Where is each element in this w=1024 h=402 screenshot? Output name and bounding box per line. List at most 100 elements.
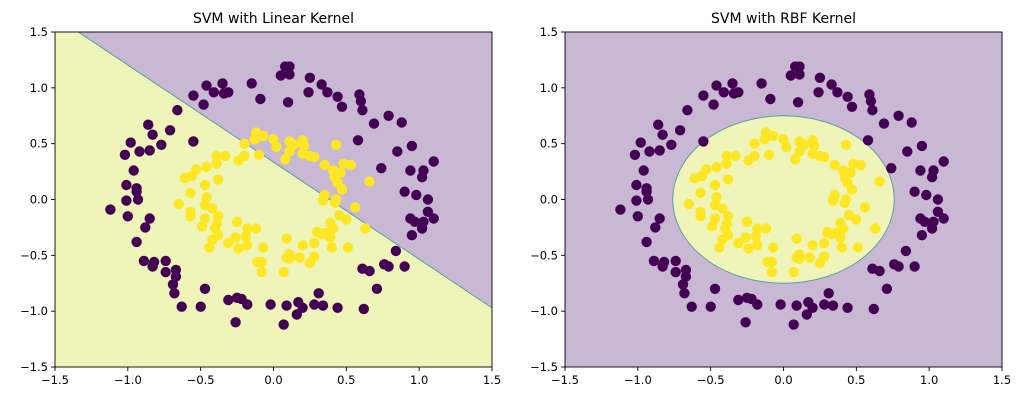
- point-class1: [837, 242, 847, 252]
- point-class0: [636, 137, 646, 147]
- y-tick-label: 0.0: [540, 193, 558, 207]
- point-class0: [279, 319, 289, 329]
- point-class1: [794, 254, 804, 264]
- point-class1: [335, 168, 345, 178]
- point-class0: [217, 78, 227, 88]
- point-class0: [168, 279, 178, 289]
- point-class0: [318, 300, 328, 310]
- point-class0: [292, 309, 302, 319]
- point-class1: [723, 174, 733, 184]
- point-class0: [165, 125, 175, 135]
- point-class0: [276, 70, 286, 80]
- point-class0: [372, 284, 382, 294]
- point-class0: [198, 99, 208, 109]
- point-class0: [687, 302, 697, 312]
- point-class0: [655, 213, 665, 223]
- point-class1: [239, 139, 249, 149]
- point-class0: [417, 172, 427, 182]
- point-class0: [405, 165, 415, 175]
- point-class0: [719, 87, 729, 97]
- point-class0: [927, 223, 937, 233]
- point-class1: [254, 150, 264, 160]
- point-class0: [196, 302, 206, 312]
- x-tick-label: 1.0: [410, 373, 428, 387]
- point-class0: [733, 295, 743, 305]
- point-class0: [786, 70, 796, 80]
- point-class1: [257, 257, 267, 267]
- point-class0: [775, 299, 785, 309]
- x-tick-label: 1.5: [993, 373, 1011, 387]
- point-class0: [901, 246, 911, 256]
- point-class0: [126, 137, 136, 147]
- point-class0: [283, 97, 293, 107]
- point-class1: [271, 142, 281, 152]
- point-class0: [120, 150, 130, 160]
- point-class0: [353, 135, 363, 145]
- point-class1: [805, 252, 815, 262]
- point-class1: [212, 159, 222, 169]
- point-class1: [309, 238, 319, 248]
- y-tick-label: −0.5: [20, 248, 48, 262]
- point-class1: [280, 154, 290, 164]
- point-class0: [791, 300, 801, 310]
- point-class1: [751, 231, 761, 241]
- point-class0: [879, 118, 889, 128]
- point-class1: [364, 176, 374, 186]
- point-class0: [156, 140, 166, 150]
- point-class0: [893, 261, 903, 271]
- point-class1: [346, 160, 356, 170]
- point-class0: [303, 87, 313, 97]
- point-class1: [204, 242, 214, 252]
- point-class0: [131, 237, 141, 247]
- point-class0: [129, 165, 139, 175]
- point-class0: [644, 146, 654, 156]
- y-tick-label: 0.5: [540, 137, 558, 151]
- point-class1: [870, 223, 880, 233]
- point-class1: [321, 228, 331, 238]
- point-class0: [223, 295, 233, 305]
- point-class1: [768, 131, 778, 141]
- point-class0: [706, 302, 716, 312]
- point-class0: [886, 163, 896, 173]
- point-class1: [874, 176, 884, 186]
- point-class1: [319, 160, 329, 170]
- point-class0: [828, 300, 838, 310]
- point-class1: [815, 258, 825, 268]
- point-class0: [909, 187, 919, 197]
- point-class0: [633, 211, 643, 221]
- point-class0: [698, 90, 708, 100]
- point-class0: [915, 165, 925, 175]
- chart-title: SVM with RBF Kernel: [711, 11, 856, 27]
- point-class0: [671, 256, 681, 266]
- point-class1: [327, 242, 337, 252]
- point-class0: [639, 165, 649, 175]
- point-class1: [213, 174, 223, 184]
- point-class0: [657, 130, 667, 140]
- point-class1: [360, 223, 370, 233]
- point-class0: [867, 105, 877, 115]
- point-class1: [330, 198, 340, 208]
- point-class0: [708, 99, 718, 109]
- point-class0: [917, 230, 927, 240]
- x-tick-label: 0.5: [337, 373, 355, 387]
- point-class0: [429, 156, 439, 166]
- point-class1: [707, 221, 717, 231]
- point-class0: [740, 317, 750, 327]
- point-class0: [177, 302, 187, 312]
- point-class0: [359, 304, 369, 314]
- point-class1: [233, 243, 243, 253]
- point-class0: [242, 299, 252, 309]
- point-class1: [341, 214, 351, 224]
- point-class0: [793, 97, 803, 107]
- point-class0: [140, 222, 150, 232]
- point-class1: [856, 160, 866, 170]
- y-tick-label: −1.0: [20, 304, 48, 318]
- point-class0: [874, 266, 884, 276]
- point-class1: [722, 159, 732, 169]
- point-class0: [671, 267, 681, 277]
- y-tick-label: −0.5: [530, 248, 558, 262]
- point-class0: [188, 90, 198, 100]
- point-class0: [172, 105, 182, 115]
- point-class1: [695, 211, 705, 221]
- point-class0: [927, 172, 937, 182]
